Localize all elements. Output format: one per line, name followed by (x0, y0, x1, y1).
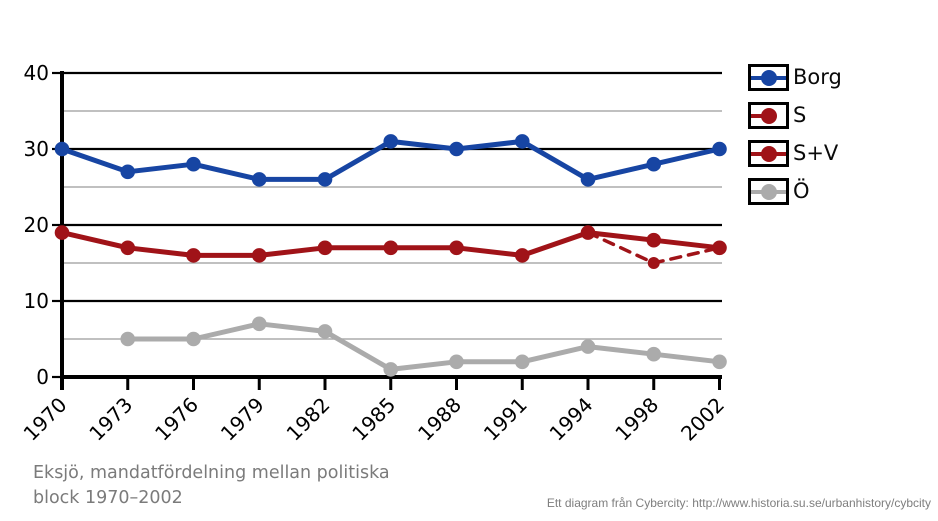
legend-swatch-o-icon (748, 178, 789, 205)
legend-item-borg: Borg (748, 64, 842, 91)
legend-label-borg: Borg (793, 65, 842, 89)
svg-text:20: 20 (24, 213, 49, 237)
dot-marker-icon (760, 183, 777, 200)
svg-text:1998: 1998 (610, 393, 663, 446)
caption-line-2: block 1970–2002 (33, 488, 183, 508)
legend-item-s: S (748, 102, 842, 129)
caption-line-1: Eksjö, mandatfördelning mellan politiska (33, 463, 390, 483)
svg-text:2002: 2002 (676, 393, 729, 446)
chart-legend: Borg S S+V Ö (748, 64, 842, 216)
legend-swatch-borg-icon (748, 64, 789, 91)
dot-marker-icon (760, 107, 777, 124)
dot-marker-icon (760, 69, 777, 86)
svg-text:1970: 1970 (19, 393, 72, 446)
svg-text:1973: 1973 (84, 393, 137, 446)
svg-text:1991: 1991 (479, 393, 532, 446)
chart-caption: Eksjö, mandatfördelning mellan politiska… (33, 461, 390, 511)
legend-item-o: Ö (748, 178, 842, 205)
svg-text:1994: 1994 (545, 393, 598, 446)
svg-text:1982: 1982 (282, 393, 335, 446)
svg-text:10: 10 (24, 289, 49, 313)
svg-text:30: 30 (24, 137, 49, 161)
svg-text:40: 40 (24, 61, 49, 85)
legend-item-s-v: S+V (748, 140, 842, 167)
legend-label-s: S (793, 103, 807, 127)
legend-swatch-s-v-icon (748, 140, 789, 167)
svg-text:1985: 1985 (347, 393, 400, 446)
legend-label-o: Ö (793, 179, 810, 203)
svg-text:1979: 1979 (216, 393, 269, 446)
legend-label-s-v: S+V (793, 141, 839, 165)
svg-text:0: 0 (36, 365, 49, 389)
svg-text:1976: 1976 (150, 393, 203, 446)
attribution-text: Ett diagram från Cybercity: http://www.h… (546, 496, 931, 510)
legend-swatch-s-icon (748, 102, 789, 129)
dot-marker-icon (760, 145, 777, 162)
svg-text:1988: 1988 (413, 393, 466, 446)
